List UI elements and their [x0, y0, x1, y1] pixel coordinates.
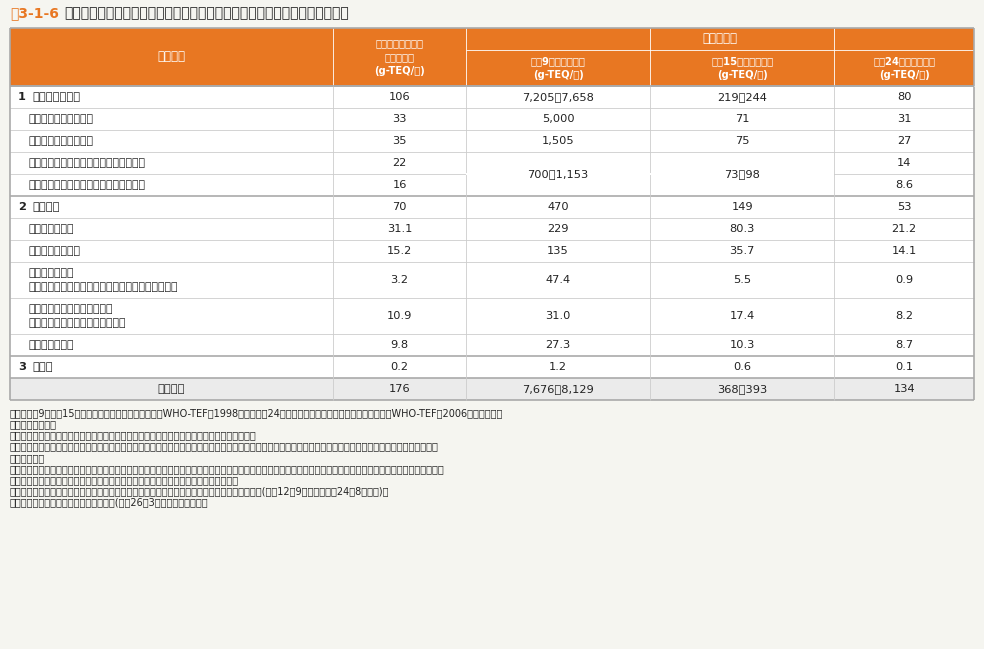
Bar — [10, 152, 974, 174]
Text: 注１：平成9年及び15年の排出量は毒性等価係数としてWHO-TEF（1998）を、平成24年の排出量及び削減目標量は可能な範囲でWHO-TEF（2006）を用い: 注１：平成9年及び15年の排出量は毒性等価係数としてWHO-TEF（1998）を… — [10, 408, 504, 418]
Text: 106: 106 — [389, 92, 410, 102]
Text: 27.3: 27.3 — [545, 340, 571, 350]
Text: 470: 470 — [547, 202, 569, 212]
Text: 表3-1-6: 表3-1-6 — [10, 6, 59, 20]
Text: 標設定対象から除外した（このため、過去の推計排出量にも算入していない。）。: 標設定対象から除外した（このため、過去の推計排出量にも算入していない。）。 — [10, 475, 239, 485]
Text: 8.2: 8.2 — [895, 311, 913, 321]
Text: 0.2: 0.2 — [391, 362, 408, 372]
Text: ⑸その他の施設: ⑸その他の施設 — [28, 340, 74, 350]
Bar — [10, 334, 974, 356]
Text: 1: 1 — [18, 92, 26, 102]
Text: 219～244: 219～244 — [717, 92, 768, 102]
Text: 21.2: 21.2 — [892, 224, 917, 234]
Text: 27: 27 — [897, 136, 911, 146]
Bar — [10, 28, 974, 50]
Text: 135: 135 — [547, 246, 569, 256]
Text: 47.4: 47.4 — [545, 275, 571, 285]
Text: 0.9: 0.9 — [895, 275, 913, 285]
Text: 「ダイオキシン類の排出量の目録」(平成26年3月）より環境省作成: 「ダイオキシン類の排出量の目録」(平成26年3月）より環境省作成 — [10, 498, 209, 508]
Bar — [10, 298, 974, 334]
Text: ⑶小型廃棄物焼却炉等　（法規制対象）: ⑶小型廃棄物焼却炉等 （法規制対象） — [28, 158, 145, 168]
Text: 当面の間における
削減目標量
(g-TEQ/年): 当面の間における 削減目標量 (g-TEQ/年) — [374, 38, 425, 75]
Text: ４：「３　その他」は下水道終末処理施設及び最終処分場である。前回までの削減計画には火葬場、たばこの煙及び自動車排出ガスを含んでいたが、今次計画では目: ４：「３ その他」は下水道終末処理施設及び最終処分場である。前回までの削減計画に… — [10, 464, 445, 474]
Text: 合　　計: 合 計 — [157, 384, 185, 394]
Text: 16: 16 — [393, 180, 406, 190]
Text: 35: 35 — [393, 136, 406, 146]
Bar — [10, 174, 974, 196]
Text: 73～98: 73～98 — [724, 169, 760, 179]
Text: 3: 3 — [18, 362, 26, 372]
Text: ⑶亜鉛回収施設
　（焙焼炉、焼結炉、溶鉱炉、溶解炉及び乾燥炉）: ⑶亜鉛回収施設 （焙焼炉、焼結炉、溶鉱炉、溶解炉及び乾燥炉） — [28, 269, 177, 291]
Text: 22: 22 — [393, 158, 406, 168]
Bar — [10, 378, 974, 400]
Text: 15.2: 15.2 — [387, 246, 412, 256]
Text: 9.8: 9.8 — [391, 340, 408, 350]
Text: 17.4: 17.4 — [729, 311, 755, 321]
Text: 2: 2 — [18, 202, 26, 212]
Text: 0.1: 0.1 — [895, 362, 913, 372]
Text: 35.7: 35.7 — [729, 246, 755, 256]
Text: 80.3: 80.3 — [729, 224, 755, 234]
Text: 平成9年における量
(g-TEQ/年): 平成9年における量 (g-TEQ/年) — [530, 56, 585, 80]
Text: 産業分野: 産業分野 — [32, 202, 59, 212]
Text: 700～1,153: 700～1,153 — [527, 169, 588, 179]
Text: 134: 134 — [893, 384, 915, 394]
Text: 80: 80 — [896, 92, 911, 102]
Text: 0.6: 0.6 — [733, 362, 751, 372]
Bar — [10, 50, 974, 86]
Text: 70: 70 — [393, 202, 406, 212]
Bar — [10, 356, 974, 378]
Bar — [10, 86, 974, 108]
Text: 1,505: 1,505 — [542, 136, 575, 146]
Bar — [10, 218, 974, 240]
Text: で表示した。: で表示した。 — [10, 419, 57, 429]
Text: 368～393: 368～393 — [717, 384, 768, 394]
Text: 我が国におけるダイオキシン類の事業分野別の推計排出量及び削減目標量: 我が国におけるダイオキシン類の事業分野別の推計排出量及び削減目標量 — [64, 6, 348, 20]
Text: 8.7: 8.7 — [895, 340, 913, 350]
Text: 平成15年における量
(g-TEQ/年): 平成15年における量 (g-TEQ/年) — [711, 56, 773, 80]
Text: ⑷小型廃棄物焼却炉　（法規制対象外）: ⑷小型廃棄物焼却炉 （法規制対象外） — [28, 180, 145, 190]
Text: 149: 149 — [731, 202, 753, 212]
Bar — [466, 173, 834, 175]
Text: 10.3: 10.3 — [729, 340, 755, 350]
Text: ⑵鉄鋼業焼結施設: ⑵鉄鋼業焼結施設 — [28, 246, 80, 256]
Text: 229: 229 — [547, 224, 569, 234]
Text: 3.2: 3.2 — [391, 275, 408, 285]
Bar — [10, 130, 974, 152]
Text: 14.1: 14.1 — [892, 246, 917, 256]
Text: 7,676～8,129: 7,676～8,129 — [523, 384, 594, 394]
Text: ⑴製鋼用電気炉: ⑴製鋼用電気炉 — [28, 224, 74, 234]
Bar — [10, 108, 974, 130]
Text: 33: 33 — [393, 114, 406, 124]
Text: 1.2: 1.2 — [549, 362, 567, 372]
Text: とした。: とした。 — [10, 453, 45, 463]
Text: 推計排出量: 推計排出量 — [703, 32, 737, 45]
Text: 5,000: 5,000 — [542, 114, 575, 124]
Bar — [10, 196, 974, 218]
Text: 事業分野: 事業分野 — [157, 51, 185, 64]
Text: 71: 71 — [735, 114, 750, 124]
Text: ⑷アルミニウム合金製造施設
　（焙焼炉、溶解炉及び乾燥炉）: ⑷アルミニウム合金製造施設 （焙焼炉、溶解炉及び乾燥炉） — [28, 304, 126, 328]
Text: 資料：「我が国における事業活動に伴い排出されるダイオキシン類の量を削減するための計画」(平成12年9月制定、平成24年8月変更)、: 資料：「我が国における事業活動に伴い排出されるダイオキシン類の量を削減するための… — [10, 486, 390, 496]
Text: 31: 31 — [896, 114, 911, 124]
Bar — [10, 240, 974, 262]
Text: 75: 75 — [735, 136, 750, 146]
Text: 5.5: 5.5 — [733, 275, 751, 285]
Text: 176: 176 — [389, 384, 410, 394]
Text: 7,205～7,658: 7,205～7,658 — [523, 92, 594, 102]
Text: 14: 14 — [897, 158, 911, 168]
Text: ３：前回計画までは、小型廃棄物焼却炉等については、特別法規制対象及び対象外を一括して目標を設定していたが、今回から両者を区分して目標を設定すること: ３：前回計画までは、小型廃棄物焼却炉等については、特別法規制対象及び対象外を一括… — [10, 441, 439, 452]
Text: ２：削減目標量は、排出ガス及び排水中のダイオキシン類削減措置を講じた後の排出量の値。: ２：削減目標量は、排出ガス及び排水中のダイオキシン類削減措置を講じた後の排出量の… — [10, 430, 257, 441]
Text: 8.6: 8.6 — [895, 180, 913, 190]
Text: 10.9: 10.9 — [387, 311, 412, 321]
Text: 廃棄物処理分野: 廃棄物処理分野 — [32, 92, 80, 102]
Text: 31.1: 31.1 — [387, 224, 412, 234]
Text: 53: 53 — [896, 202, 911, 212]
Text: 平成24年における量
(g-TEQ/年): 平成24年における量 (g-TEQ/年) — [873, 56, 935, 80]
Text: ⑴一般廃棄物焼却施設: ⑴一般廃棄物焼却施設 — [28, 114, 93, 124]
Bar — [10, 262, 974, 298]
Text: ⑵産業廃棄物焼却施設: ⑵産業廃棄物焼却施設 — [28, 136, 93, 146]
Text: その他: その他 — [32, 362, 52, 372]
Text: 31.0: 31.0 — [545, 311, 571, 321]
